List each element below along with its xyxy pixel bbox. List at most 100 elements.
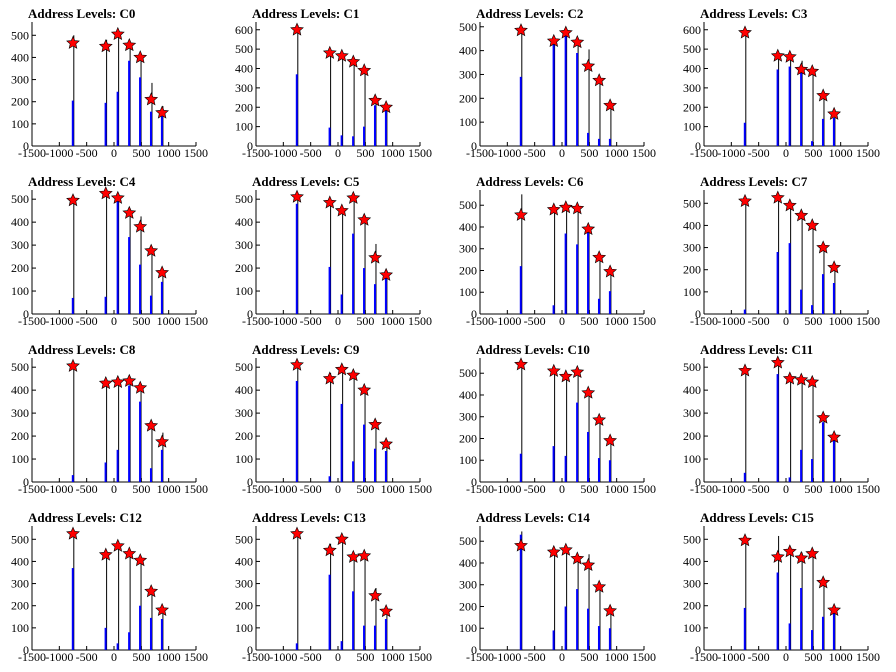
peak-marker <box>334 362 349 376</box>
peak-marker <box>144 418 159 432</box>
x-tick-label: -500 <box>524 146 546 160</box>
y-tick-label: 200 <box>459 263 477 277</box>
x-tick-label: -1000 <box>493 314 521 328</box>
histogram-bar-blue <box>811 141 814 146</box>
y-tick-label: 0 <box>471 307 477 321</box>
y-tick-label: 200 <box>235 429 253 443</box>
peak-marker <box>98 376 113 390</box>
peak-marker <box>334 48 349 62</box>
peak-marker <box>816 575 831 589</box>
x-tick-label: 500 <box>804 650 822 664</box>
histogram-bar-blue <box>788 66 791 146</box>
peak-marker <box>738 25 752 39</box>
histogram-bar-blue <box>128 237 131 314</box>
peak-marker <box>155 602 170 617</box>
y-tick-label: 400 <box>683 218 701 232</box>
peak-marker <box>816 240 831 254</box>
y-tick-label: 0 <box>471 643 477 657</box>
peak-marker <box>805 374 820 388</box>
histogram-bar-blue <box>384 619 387 650</box>
x-tick-label: 1000 <box>157 314 181 328</box>
histogram-bar-blue <box>800 449 803 482</box>
x-tick-label: 1000 <box>157 146 181 160</box>
peak-marker <box>794 550 809 564</box>
x-tick-label: 0 <box>559 146 565 160</box>
peak-marker <box>379 99 394 114</box>
peak-marker <box>827 260 842 274</box>
peak-marker <box>98 186 113 200</box>
x-tick-label: 0 <box>783 650 789 664</box>
histogram-bar-blue <box>821 422 824 482</box>
x-tick-label: 1000 <box>157 650 181 664</box>
x-tick-label: 500 <box>580 146 598 160</box>
peak-marker <box>66 35 80 49</box>
peak-marker <box>603 98 618 112</box>
peak-marker <box>368 588 383 602</box>
y-tick-label: 600 <box>235 23 253 37</box>
histogram-bar-blue <box>832 283 835 314</box>
y-tick-label: 200 <box>683 599 701 613</box>
histogram-bar-blue <box>608 291 611 314</box>
histogram-bar-blue <box>587 608 590 650</box>
y-tick-label: 0 <box>247 307 253 321</box>
peak-marker <box>110 374 125 388</box>
histogram-bar-blue <box>373 448 376 482</box>
histogram-bar-blue <box>743 472 746 482</box>
histogram-bar-blue <box>340 294 343 314</box>
peak-marker <box>558 542 573 556</box>
y-tick-label: 100 <box>11 621 29 635</box>
peak-marker <box>570 551 585 565</box>
x-tick-label: -1500 <box>466 146 494 160</box>
histogram-bar-blue <box>800 64 803 146</box>
x-tick-label: 500 <box>804 314 822 328</box>
peak-marker <box>782 49 797 63</box>
y-tick-label: 500 <box>235 360 253 374</box>
histogram-bar-blue <box>116 643 119 650</box>
chart-panel: Address Levels: C14 100 200 300 400 500 0 -1500… <box>448 504 672 672</box>
peak-marker <box>357 382 372 397</box>
chart-panel: Address Levels: C13 100 200 300 400 500 0 -1500… <box>224 504 448 672</box>
y-tick-label: 200 <box>683 263 701 277</box>
x-tick-label: -1500 <box>690 146 718 160</box>
x-tick-label: 1500 <box>632 314 656 328</box>
x-tick-label: -1500 <box>242 146 270 160</box>
chart-title: Address Levels: C14 <box>476 510 590 525</box>
histogram-bar-blue <box>800 289 803 314</box>
x-tick-label: 1000 <box>381 482 405 496</box>
peak-marker <box>110 190 125 204</box>
x-tick-label: -1500 <box>690 650 718 664</box>
x-tick-label: -500 <box>748 482 770 496</box>
y-tick-label: 100 <box>459 453 477 467</box>
x-tick-label: -1000 <box>493 650 521 664</box>
peak-marker <box>322 543 337 557</box>
x-tick-label: 1500 <box>856 650 880 664</box>
chart-title: Address Levels: C15 <box>700 510 814 525</box>
chart-title: Address Levels: C9 <box>252 342 360 357</box>
x-tick-label: 500 <box>356 314 374 328</box>
histogram-bar-blue <box>743 309 746 314</box>
peak-marker <box>334 532 349 546</box>
peak-marker <box>110 26 125 41</box>
peak-marker <box>122 205 137 219</box>
y-tick-label: 100 <box>235 284 253 298</box>
histogram-bar-blue <box>295 643 298 650</box>
peak-marker <box>782 198 797 212</box>
histogram-bar-blue <box>564 606 567 650</box>
x-tick-label: -1000 <box>269 650 297 664</box>
y-tick-label: 0 <box>247 643 253 657</box>
y-tick-label: 300 <box>683 241 701 255</box>
peak-marker <box>133 553 148 567</box>
chart-panel: Address Levels: C5 100 200 300 400 500 0 -1500-… <box>224 168 448 336</box>
peak-marker <box>379 603 394 618</box>
y-tick-label: 0 <box>23 643 29 657</box>
y-tick-label: 300 <box>11 238 29 252</box>
x-tick-label: -1000 <box>717 146 745 160</box>
peak-marker <box>346 54 361 68</box>
chart-panel: Address Levels: C11 100 200 300 400 500 0 -1500… <box>672 336 896 504</box>
y-tick-label: 200 <box>11 95 29 109</box>
chart-panel: Address Levels: C0 100 200 300 400 500 0 -1500-… <box>0 0 224 168</box>
x-tick-label: 1500 <box>184 650 208 664</box>
